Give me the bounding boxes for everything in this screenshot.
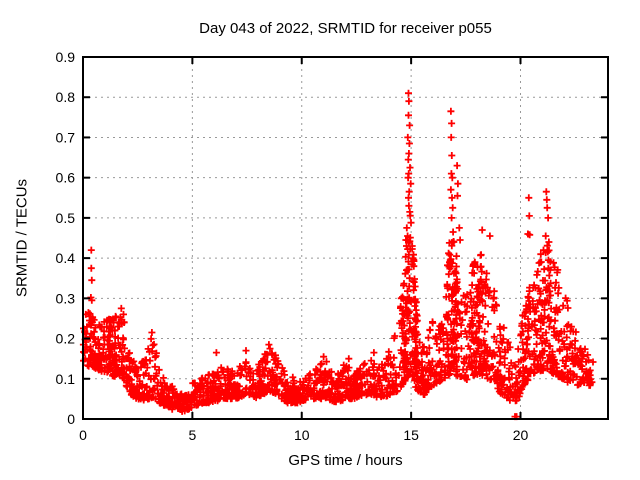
plot-border bbox=[82, 56, 609, 420]
y-tick-label: 0.5 bbox=[56, 210, 76, 226]
scatter-points bbox=[79, 89, 597, 421]
y-tick-label: 0.3 bbox=[56, 290, 76, 306]
x-axis-title: GPS time / hours bbox=[288, 452, 403, 469]
chart-title: Day 043 of 2022, SRMTID for receiver p05… bbox=[199, 20, 492, 37]
y-tick-label: 0.4 bbox=[56, 250, 76, 266]
y-tick-label: 0.1 bbox=[56, 371, 76, 387]
x-tick-label: 5 bbox=[188, 427, 196, 443]
plot-border-and-ticks bbox=[82, 56, 609, 420]
y-tick-label: 0 bbox=[67, 411, 75, 427]
y-tick-label: 0.2 bbox=[56, 331, 76, 347]
scatter-series bbox=[79, 89, 597, 421]
x-tick-label: 15 bbox=[403, 427, 419, 443]
y-tick-label: 0.6 bbox=[56, 170, 76, 186]
x-tick-label: 10 bbox=[294, 427, 310, 443]
y-tick-label: 0.9 bbox=[56, 49, 76, 65]
x-tick-label: 0 bbox=[79, 427, 87, 443]
x-tick-label: 20 bbox=[513, 427, 529, 443]
tick-labels: 0 5 10 15 20 0 0.1 0.2 0.3 0.4 0.5 0.6 0.7 0.8 0.9 bbox=[56, 49, 529, 443]
y-tick-label: 0.8 bbox=[56, 89, 76, 105]
y-tick-label: 0.7 bbox=[56, 129, 76, 145]
